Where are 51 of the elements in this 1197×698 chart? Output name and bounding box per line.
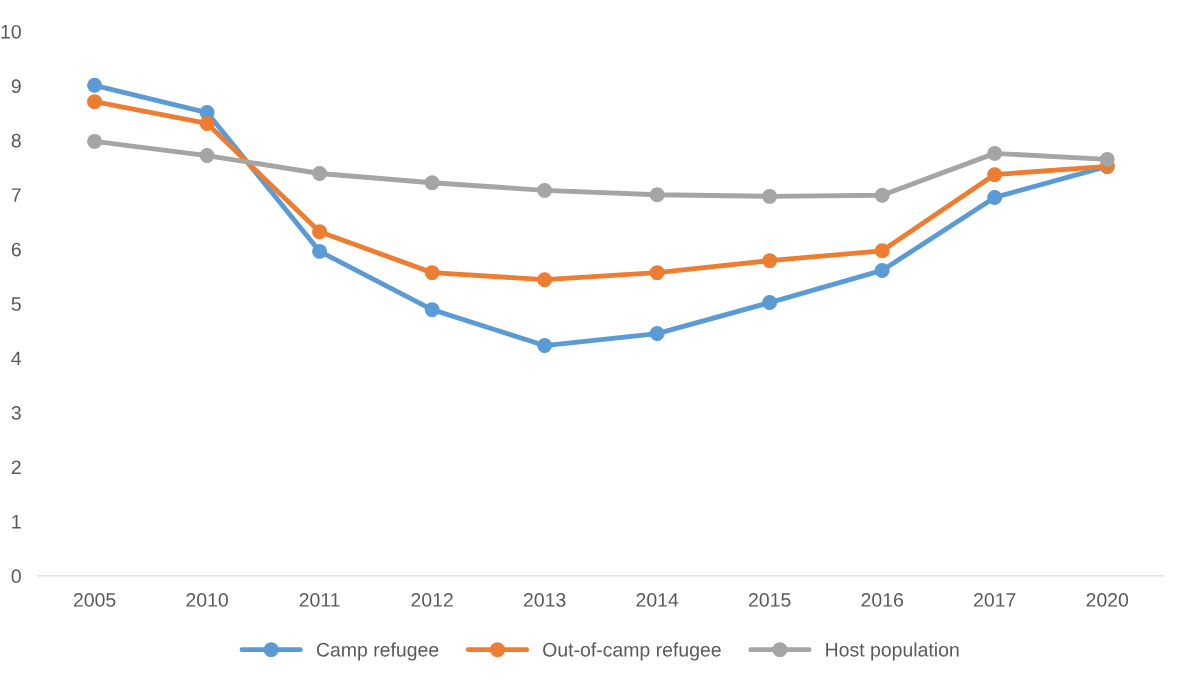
y-tick-label: 4 [11, 351, 22, 366]
y-tick-label: 8 [11, 133, 21, 148]
point [424, 265, 440, 281]
point [987, 145, 1003, 161]
x-tick-label: 2017 [974, 593, 1016, 607]
x-tick-label: 2013 [523, 593, 566, 607]
y-tick-label: 9 [11, 79, 21, 94]
point [537, 272, 553, 288]
y-tick-label: 0 [11, 569, 21, 584]
point [762, 188, 778, 204]
y-tick-label: 1 [12, 515, 21, 529]
point [649, 326, 665, 342]
y-tick-label: 7 [11, 188, 21, 202]
point [649, 187, 665, 203]
point [762, 295, 778, 311]
point [1099, 151, 1115, 167]
x-tick-label: 2011 [299, 593, 340, 607]
point [537, 338, 553, 354]
legend-label: Host population [826, 642, 959, 661]
point [87, 77, 103, 93]
y-tick-label: 3 [11, 405, 21, 420]
point [312, 243, 328, 259]
point [199, 115, 215, 131]
point [199, 148, 215, 164]
y-tick-label: 5 [11, 297, 21, 311]
x-tick-label: 2014 [636, 593, 679, 607]
x-tick-label: 2012 [411, 593, 453, 607]
point [649, 265, 665, 281]
x-tick-label: 2016 [861, 593, 903, 607]
point [874, 243, 890, 259]
point [424, 175, 440, 191]
x-tick-label: 2005 [73, 593, 116, 607]
y-tick-label: 2 [11, 460, 21, 475]
point [312, 224, 328, 240]
point [87, 94, 103, 110]
y-tick-label: 10 [1, 24, 21, 39]
point [987, 190, 1003, 205]
point [874, 262, 890, 278]
x-tick-label: 2010 [186, 593, 228, 607]
point [424, 302, 440, 318]
point [762, 253, 778, 269]
point [87, 133, 103, 149]
x-tick-label: 2020 [1086, 593, 1129, 607]
point [312, 166, 328, 181]
legend-label: Camp refugee [316, 642, 439, 661]
point [537, 182, 553, 198]
x-tick-label: 2015 [749, 593, 791, 607]
legend-label: Out-of-camp refugee [543, 642, 721, 661]
point [874, 187, 890, 203]
point [987, 167, 1003, 183]
y-tick-label: 6 [11, 242, 21, 257]
